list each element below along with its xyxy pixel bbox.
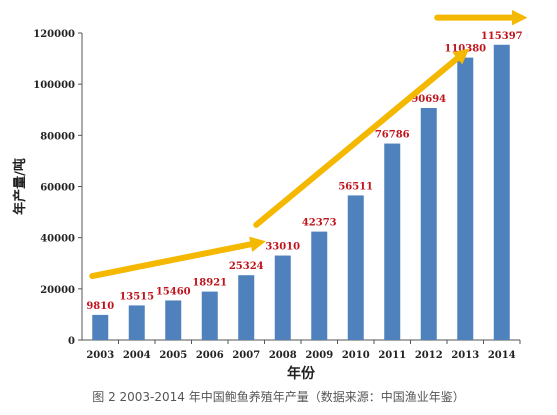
x-tick-label: 2010 <box>342 350 370 361</box>
bar <box>274 255 291 340</box>
data-label: 115397 <box>481 31 523 42</box>
bar <box>347 195 364 340</box>
data-label: 13515 <box>119 291 154 302</box>
bar <box>238 275 255 340</box>
data-label: 90694 <box>411 94 446 105</box>
data-label: 18921 <box>192 278 227 289</box>
trend-arrow <box>89 236 266 280</box>
x-tick-label: 2012 <box>415 350 443 361</box>
x-axis-title: 年份 <box>287 365 316 382</box>
bar <box>493 44 510 341</box>
bar <box>128 305 145 340</box>
y-tick-label: 100000 <box>33 80 75 91</box>
y-tick-label: 20000 <box>40 285 75 296</box>
x-tick-label: 2014 <box>488 350 516 361</box>
bar <box>384 143 401 340</box>
x-tick-label: 2013 <box>451 350 479 361</box>
figure-caption: 图 2 2003-2014 年中国鲍鱼养殖年产量（数据来源：中国渔业年鉴） <box>92 390 465 404</box>
data-label: 33010 <box>265 242 300 253</box>
bar <box>457 57 474 340</box>
y-tick-label: 40000 <box>40 234 75 245</box>
bar <box>201 291 218 340</box>
data-label: 42373 <box>302 218 337 229</box>
y-tick-label: 80000 <box>40 131 75 142</box>
x-tick-label: 2008 <box>269 350 297 361</box>
y-axis-title: 年产量/吨 <box>12 158 28 215</box>
data-label: 25324 <box>229 261 264 272</box>
x-tick-label: 2006 <box>196 350 224 361</box>
y-tick-label: 60000 <box>40 183 75 194</box>
bar <box>165 300 182 340</box>
bar <box>420 107 437 340</box>
bar <box>311 231 328 340</box>
x-tick-label: 2004 <box>123 350 151 361</box>
x-tick-label: 2005 <box>159 350 187 361</box>
x-tick-label: 2009 <box>305 350 333 361</box>
x-tick-label: 2011 <box>378 350 406 361</box>
trend-arrow <box>253 48 470 228</box>
y-tick-label: 120000 <box>33 29 75 40</box>
data-label: 76786 <box>375 130 410 141</box>
bar <box>92 314 109 340</box>
x-tick-label: 2007 <box>232 350 260 361</box>
x-tick-label: 2003 <box>86 350 114 361</box>
data-label: 9810 <box>86 301 114 312</box>
data-label: 56511 <box>338 181 373 192</box>
y-tick-label: 0 <box>68 336 75 347</box>
data-label: 15460 <box>156 286 191 297</box>
